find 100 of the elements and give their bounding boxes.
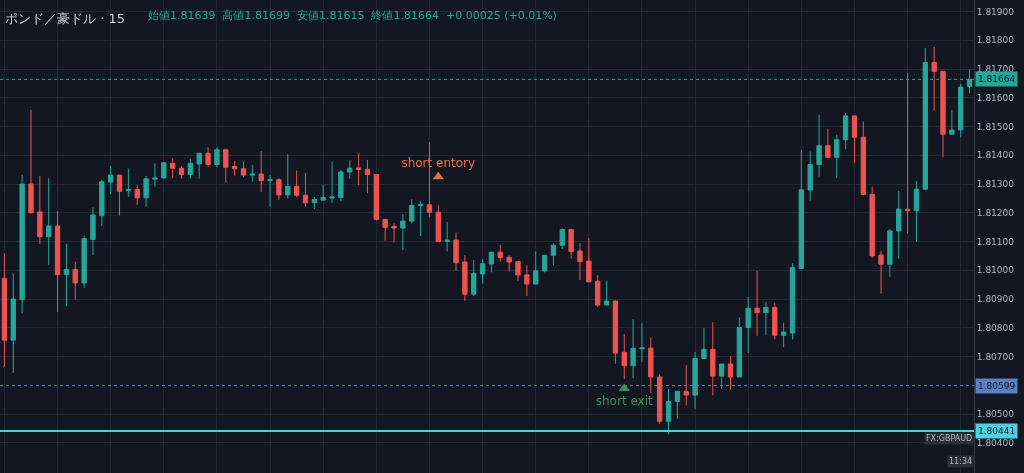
candlestick [568, 228, 574, 259]
candlestick [161, 162, 167, 180]
candlestick [19, 174, 25, 314]
candlestick [435, 204, 441, 243]
candlestick [639, 322, 645, 363]
candlestick [497, 244, 503, 263]
candlestick [595, 274, 601, 308]
candlestick [453, 232, 459, 272]
candlestick [329, 161, 335, 204]
candlestick [462, 254, 468, 302]
candlestick [108, 165, 114, 195]
candlestick [842, 112, 849, 150]
candlestick [267, 174, 273, 208]
candlestick [81, 235, 87, 289]
candlestick [772, 302, 778, 341]
candlestick [293, 170, 300, 198]
candlestick [798, 149, 805, 270]
candlestick [10, 272, 16, 374]
annotation: 11:34 [949, 457, 973, 466]
y-tick-label: 1.81700 [976, 64, 1015, 75]
candlestick [577, 242, 583, 281]
y-tick-label: 1.81600 [976, 92, 1015, 103]
candlestick [515, 261, 521, 282]
candlestick [223, 148, 229, 184]
candlestick [249, 164, 256, 183]
candlestick [125, 168, 132, 198]
candlestick [710, 321, 716, 396]
y-tick-label: 1.81500 [976, 121, 1015, 132]
y-tick-label: 1.80800 [976, 322, 1015, 333]
candlestick [860, 121, 866, 195]
candlestick [276, 177, 282, 201]
y-tick-label: 1.80400 [976, 437, 1015, 448]
candlestick [143, 175, 149, 208]
candlestick [373, 174, 379, 222]
candlestick [258, 150, 264, 193]
candlestick [187, 158, 194, 180]
candlestick [533, 251, 539, 285]
y-tick-label: 1.81100 [976, 236, 1015, 247]
candlestick [550, 242, 557, 266]
candlestick [364, 159, 371, 194]
text: 始値1.81639 高値1.81699 安値1.81615 終値1.81664 +0.00025 (+0.01%) [148, 9, 557, 22]
candlestick [134, 184, 140, 206]
candlestick [789, 262, 796, 341]
candlestick [701, 327, 707, 360]
y-tick-label: 1.81200 [976, 207, 1015, 218]
candlestick [683, 364, 689, 406]
candlestick [285, 153, 291, 199]
y-tick-label: 1.80700 [976, 351, 1015, 362]
candlestick [54, 210, 61, 313]
y-tick-label: 1.81000 [976, 265, 1015, 276]
y-tick-label: 1.81900 [976, 6, 1015, 17]
candlestick [488, 251, 495, 273]
candlestick [302, 172, 309, 208]
candlestick [940, 70, 946, 158]
candlestick [896, 190, 902, 259]
candlestick [382, 218, 388, 242]
candlestick [586, 237, 592, 283]
ref-line-label: 1.81664 [978, 74, 1016, 84]
y-tick-label: 1.81800 [976, 35, 1015, 46]
candlestick [444, 221, 450, 253]
candlestick [851, 115, 858, 164]
candlestick [169, 157, 176, 179]
candlestick [116, 174, 123, 217]
candlestick [816, 114, 822, 178]
candlestick [196, 152, 202, 180]
candlestick [178, 165, 185, 180]
candlestick [90, 206, 96, 256]
candlestick [320, 184, 326, 201]
candlestick [152, 162, 158, 188]
candlestick [869, 186, 875, 259]
candlestick [913, 180, 920, 243]
candlestick [524, 264, 530, 297]
candlestick [355, 152, 362, 186]
candlestick [736, 316, 743, 378]
candlestick [240, 161, 247, 178]
candlestick [763, 301, 769, 336]
candlestick [692, 351, 698, 410]
annotation: FX:GBPAUD [926, 434, 973, 443]
candlestick [754, 270, 760, 337]
candlestick [878, 250, 884, 295]
candlestick [72, 261, 78, 301]
candlestick [46, 177, 52, 266]
candlestick [471, 259, 477, 297]
y-tick-label: 1.80900 [976, 294, 1015, 305]
candlestick [214, 146, 220, 168]
candlestick [834, 134, 840, 179]
candlestick [28, 109, 34, 214]
candlestick [674, 390, 681, 420]
ref-line-label: 1.80441 [978, 426, 1016, 436]
candlestick [745, 296, 751, 354]
candlestick [506, 254, 512, 273]
candlestick [931, 46, 937, 112]
candlestick [780, 322, 787, 348]
y-tick-label: 1.81300 [976, 179, 1015, 190]
candlestick [559, 227, 565, 250]
ref-line-label: 1.80599 [978, 381, 1016, 391]
y-tick-label: 1.81400 [976, 150, 1015, 161]
candlestick [958, 83, 964, 138]
candlestick [727, 355, 734, 391]
candlestick [887, 228, 893, 278]
